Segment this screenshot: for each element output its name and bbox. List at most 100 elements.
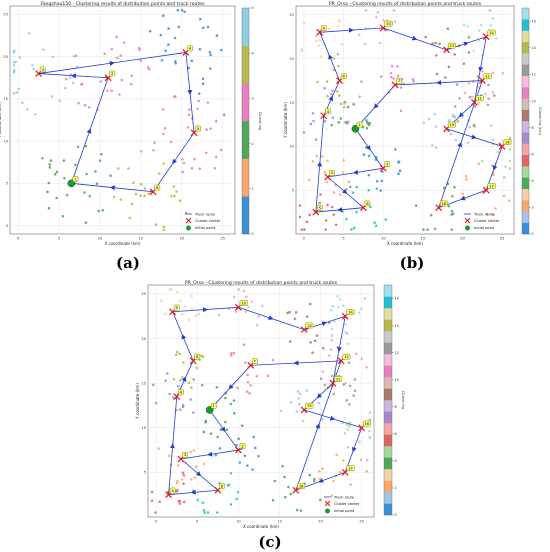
distribution-point: [245, 295, 248, 299]
x-tick-label: 25: [359, 520, 364, 524]
distribution-point: [451, 212, 455, 216]
distribution-point: [345, 217, 348, 221]
distribution-point: [392, 77, 395, 80]
x-tick-label: 0: [155, 520, 158, 524]
cluster-label: 6: [156, 186, 159, 190]
cluster-label: 5: [319, 206, 321, 210]
route-arrow: [195, 471, 202, 477]
distribution-point: [309, 122, 313, 126]
distribution-point: [331, 116, 335, 119]
distribution-point: [450, 228, 454, 231]
distribution-point: [234, 310, 238, 314]
distribution-point: [329, 308, 333, 312]
cluster-centers: 1 2 3 4 5 6: [35, 45, 201, 196]
distribution-point: [219, 428, 223, 431]
distribution-point: [323, 383, 327, 387]
distribution-point: [12, 70, 16, 74]
y-tick-label: 0: [6, 224, 9, 228]
colorbar-tick-label: 14: [532, 46, 536, 50]
distribution-point: [198, 167, 202, 171]
distribution-point: [375, 179, 379, 183]
distribution-point: [332, 213, 336, 216]
colorbar-segment: [522, 222, 529, 235]
distribution-point: [464, 178, 468, 181]
distribution-point: [454, 138, 458, 142]
distribution-point: [346, 105, 350, 109]
distribution-point: [202, 430, 206, 434]
distribution-point: [390, 75, 393, 79]
x-tick-label: 5: [196, 520, 198, 524]
legend-initial-swatch: [325, 508, 330, 514]
cluster-label-box: [321, 25, 327, 31]
distribution-point: [345, 399, 349, 402]
distribution-point: [379, 75, 383, 78]
truck-route: [38, 52, 195, 193]
distribution-point: [308, 473, 312, 477]
y-tick-label: 20: [3, 55, 8, 59]
distribution-point: [229, 402, 233, 406]
distribution-point: [447, 65, 451, 69]
colorbar-segment: [522, 41, 529, 54]
cluster-label: 15: [307, 404, 312, 408]
distribution-point: [271, 498, 275, 502]
distribution-point: [157, 447, 161, 450]
distribution-point: [164, 49, 167, 53]
distribution-point: [74, 163, 77, 167]
distribution-point: [17, 87, 21, 91]
distribution-point: [98, 159, 102, 163]
cluster-label-box: [187, 45, 193, 52]
distribution-point: [344, 330, 348, 334]
distribution-point: [196, 498, 200, 502]
distribution-point: [464, 174, 468, 178]
route-arrow: [373, 103, 379, 109]
distribution-point: [42, 48, 45, 51]
distribution-point: [110, 47, 114, 51]
distribution-point: [279, 409, 283, 413]
distribution-point: [154, 511, 157, 514]
cluster-label: 10: [386, 22, 391, 26]
distribution-point: [154, 401, 158, 405]
cluster-label-box: [173, 304, 180, 311]
distribution-point: [335, 453, 339, 457]
distribution-point: [12, 68, 16, 72]
colorbar-label: Clustering (km): [538, 107, 542, 135]
distribution-point: [214, 155, 218, 159]
distribution-point: [246, 464, 249, 467]
legend-initial-swatch: [186, 225, 191, 231]
cluster-label-box: [194, 353, 201, 360]
distribution-point: [112, 195, 116, 199]
distribution-point: [412, 79, 415, 83]
route-arrow: [492, 165, 498, 171]
distribution-point: [205, 128, 208, 131]
distribution-point: [120, 78, 124, 82]
route-arrow: [411, 35, 418, 41]
distribution-point: [491, 71, 495, 75]
distribution-point: [484, 92, 487, 96]
distribution-point: [180, 376, 184, 379]
route-arrow: [181, 376, 187, 383]
plot-area: [9, 5, 236, 235]
distribution-point: [365, 126, 369, 130]
distribution-point: [508, 136, 512, 140]
distribution-point: [414, 204, 418, 207]
distribution-point: [162, 132, 165, 136]
y-axis-label: Y coordinate (km): [283, 102, 288, 139]
distribution-point: [295, 508, 299, 512]
distribution-point: [326, 159, 329, 163]
colorbar-tick-label: 12: [532, 73, 536, 77]
distribution-point: [77, 101, 80, 105]
cluster-label-box: [340, 73, 347, 80]
cluster-label: 17: [489, 184, 494, 188]
cluster-label: 16: [365, 422, 370, 426]
distribution-point: [172, 396, 175, 399]
distribution-point: [215, 511, 219, 514]
distribution-point: [305, 220, 309, 224]
distribution-point: [434, 125, 438, 128]
distribution-point: [243, 454, 247, 458]
distribution-point: [451, 113, 455, 117]
distribution-point: [163, 312, 167, 316]
route-arrow: [365, 145, 371, 151]
distribution-point: [305, 389, 309, 392]
distribution-point: [367, 188, 371, 192]
